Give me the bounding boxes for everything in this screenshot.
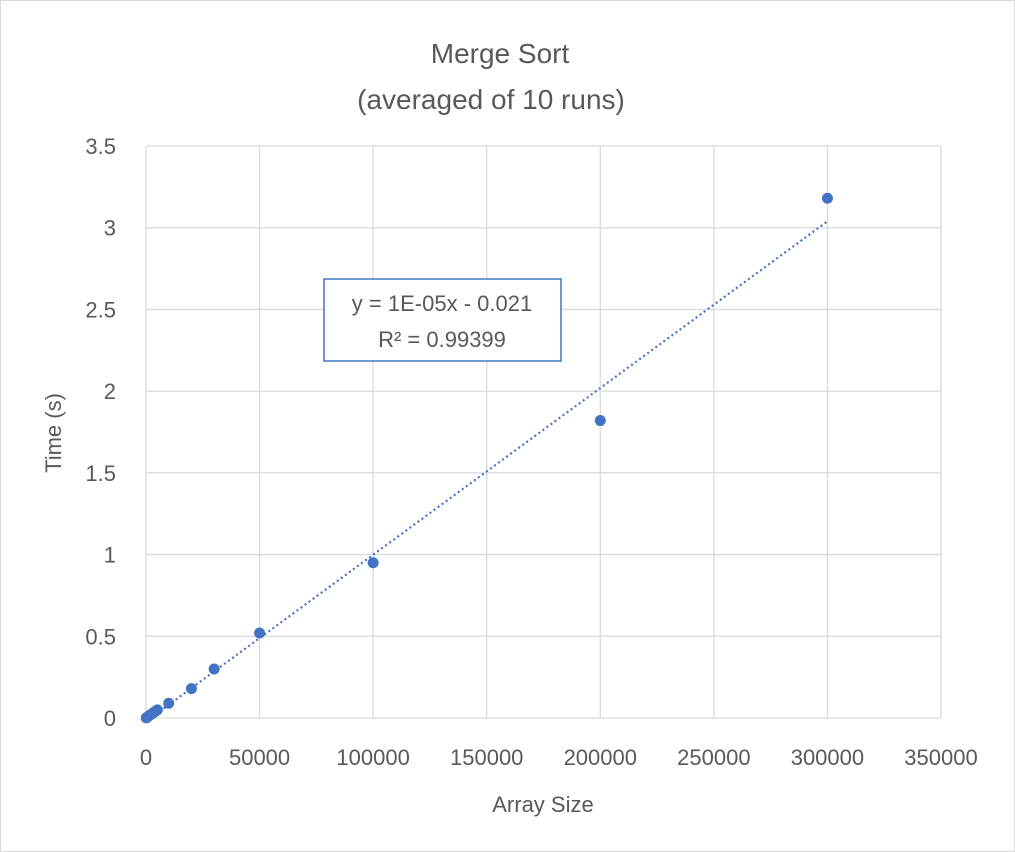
data-point	[822, 193, 833, 204]
x-tick-label: 50000	[229, 745, 290, 770]
y-tick-label: 1.5	[85, 461, 116, 486]
x-tick-label: 150000	[450, 745, 523, 770]
x-axis-ticks: 0 50000 100000 150000 200000 250000 300000 3500…	[140, 745, 978, 770]
y-tick-label: 0.5	[85, 624, 116, 649]
y-tick-label: 3.5	[85, 134, 116, 159]
data-point	[254, 628, 265, 639]
chart-subtitle: (averaged of 10 runs)	[357, 84, 625, 115]
y-axis-label: Time (s)	[41, 393, 66, 473]
x-tick-label: 100000	[336, 745, 409, 770]
x-tick-label: 250000	[677, 745, 750, 770]
data-point	[186, 683, 197, 694]
x-axis-label: Array Size	[492, 792, 593, 817]
x-tick-label: 0	[140, 745, 152, 770]
gridlines	[146, 146, 941, 718]
data-point	[209, 663, 220, 674]
trendline-r-squared: R² = 0.99399	[378, 327, 506, 352]
trendline-equation: y = 1E-05x - 0.021	[352, 291, 532, 316]
x-tick-label: 200000	[564, 745, 637, 770]
x-tick-label: 350000	[904, 745, 977, 770]
y-axis-ticks: 0 0.5 1 1.5 2 2.5 3 3.5	[85, 134, 116, 731]
y-tick-label: 1	[104, 543, 116, 568]
y-tick-label: 3	[104, 216, 116, 241]
data-point	[595, 415, 606, 426]
data-point	[163, 698, 174, 709]
data-point	[368, 557, 379, 568]
y-tick-label: 0	[104, 706, 116, 731]
y-tick-label: 2	[104, 379, 116, 404]
data-point	[152, 704, 163, 715]
y-tick-label: 2.5	[85, 297, 116, 322]
chart-title: Merge Sort	[431, 38, 570, 69]
equation-box: y = 1E-05x - 0.021 R² = 0.99399	[324, 279, 561, 361]
x-tick-label: 300000	[791, 745, 864, 770]
